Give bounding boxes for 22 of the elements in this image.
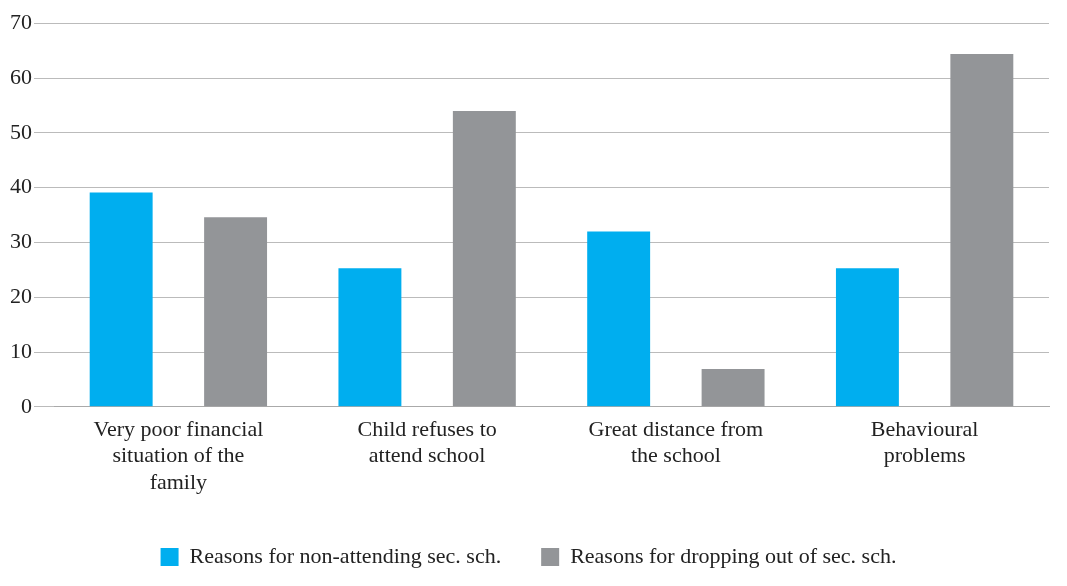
x-tick-label: Child refuses to attend school (357, 415, 497, 468)
bar (701, 368, 765, 407)
y-tick-label: 40 (10, 173, 32, 199)
x-tick-label: Very poor financial situation of the family (93, 415, 264, 494)
bar (89, 192, 153, 407)
bar (452, 110, 516, 407)
legend-label: Reasons for dropping out of sec. sch. (570, 542, 897, 568)
y-tick-label: 50 (10, 118, 32, 144)
bar (950, 53, 1014, 407)
legend-label: Reasons for non-attending sec. sch. (189, 542, 502, 568)
y-tick-label: 10 (10, 337, 32, 363)
bar (204, 217, 268, 407)
y-tick-label: 70 (10, 8, 32, 34)
bar (835, 268, 899, 407)
bar (338, 268, 402, 407)
x-tick-label: Great distance from the school (588, 415, 764, 468)
y-tick-label: 60 (10, 63, 32, 89)
y-tick-label: 0 (21, 392, 32, 418)
x-tick-label: Behavioural problems (870, 415, 979, 468)
y-tick-label: 20 (10, 282, 32, 308)
y-tick-label: 30 (10, 228, 32, 254)
bar (587, 231, 651, 407)
